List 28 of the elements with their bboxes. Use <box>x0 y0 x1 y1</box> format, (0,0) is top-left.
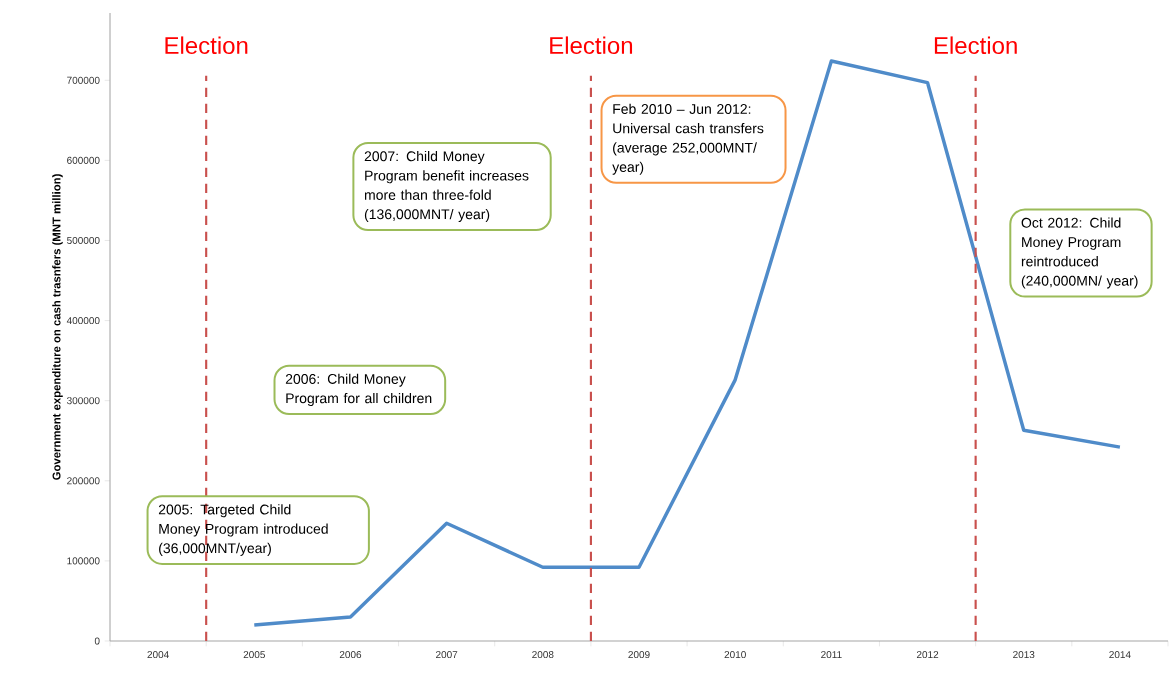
ref-line-label: Election <box>550 36 633 55</box>
x-tick-label: 2007 <box>436 651 458 659</box>
annotation: Oct 2012: Child Money Program reintroduced (240,000MN/ year) <box>1021 217 1138 289</box>
y-axis-title: Government expenditure on cash trasnfers (MNT million) <box>52 174 63 480</box>
annotation: 2005: Targeted Child Money Program introduced (36,000MNT/year) <box>158 504 328 556</box>
annotation: 2007: Child Money Program benefit increases more than three-fold (136,000MNT/ year) <box>364 150 529 222</box>
y-tick-label: 600000 <box>67 156 100 164</box>
annotation: Feb 2010 – Jun 2012: Universal cash transfers (average 252,000MNT/ year) <box>612 103 764 175</box>
y-tick-label: 0 <box>94 637 100 645</box>
y-tick-label: 300000 <box>67 397 100 405</box>
x-tick-label: 2008 <box>532 651 554 659</box>
y-tick-label: 400000 <box>66 317 100 325</box>
x-tick-label: 2012 <box>916 651 939 659</box>
x-tick-label: 2011 <box>821 651 842 659</box>
y-tick-label: 700000 <box>67 76 100 84</box>
x-tick-label: 2006 <box>339 651 362 659</box>
x-tick-label: 2009 <box>628 651 650 659</box>
y-tick-label: 500000 <box>67 236 100 245</box>
x-tick-label: 2010 <box>724 651 746 659</box>
x-tick-label: 2013 <box>1013 651 1035 659</box>
ref-line-label: Election <box>934 36 1017 55</box>
annotation: 2006: Child Money Program for all children <box>285 373 432 407</box>
x-tick-label: 2014 <box>1109 651 1131 659</box>
y-tick-label: 100000 <box>67 557 100 565</box>
ref-line-label: Election <box>165 36 248 55</box>
x-tick-label: 2004 <box>147 651 169 659</box>
y-tick-label: 200000 <box>67 477 100 485</box>
x-tick-label: 2005 <box>243 651 265 659</box>
